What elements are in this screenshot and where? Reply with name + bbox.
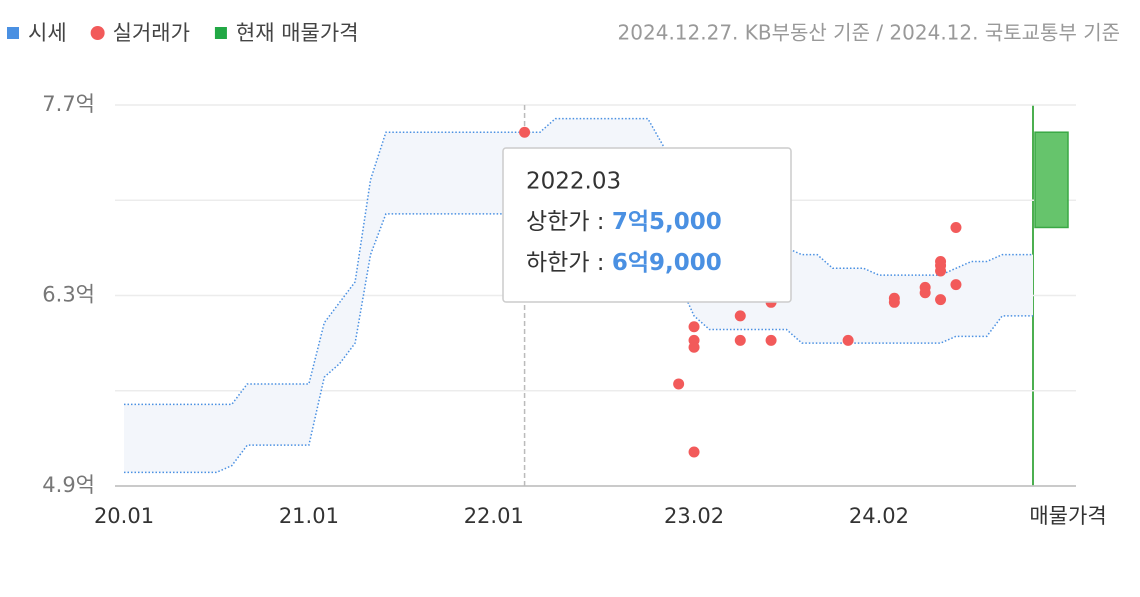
tooltip-value: 7억5,000 [612, 209, 722, 235]
trade-point [935, 265, 947, 277]
legend-marker [90, 26, 105, 40]
tooltip: 2022.03 상한가 : 7억5,000 하한가 : 6억9,000 [502, 147, 792, 303]
x-tick-label: 23.02 [664, 504, 724, 528]
trade-point [734, 334, 746, 346]
tooltip-row: 하한가 : 6억9,000 [526, 250, 722, 276]
y-tick-label: 6.3억 [42, 283, 95, 307]
listing-bar [1034, 131, 1069, 229]
tooltip-title: 2022.03 [526, 169, 621, 195]
legend-label: 실거래가 [113, 21, 190, 45]
legend-marker [214, 27, 227, 39]
tooltip-box [502, 147, 792, 303]
x-tick-label: 21.01 [279, 504, 339, 528]
tooltip-separator: : [589, 250, 611, 276]
trade-point [919, 287, 931, 299]
tooltip-name: 하한가 [526, 250, 589, 276]
legend-label: 현재 매물가격 [236, 21, 359, 45]
y-tick-label: 4.9억 [42, 473, 95, 497]
trade-point [950, 279, 962, 291]
tooltip-separator: : [589, 209, 611, 235]
trade-point [519, 126, 531, 138]
tooltip-value: 6억9,000 [612, 250, 722, 276]
trade-point [734, 310, 746, 322]
x-tick-label: 20.01 [94, 504, 154, 528]
trade-point [935, 294, 947, 306]
trade-point [688, 446, 700, 458]
y-tick-label: 7.7억 [42, 92, 95, 116]
trade-point [950, 221, 962, 233]
x-tick-label: 22.01 [464, 504, 524, 528]
source-note: 2024.12.27. KB부동산 기준 / 2024.12. 국토교통부 기준 [618, 21, 1120, 45]
trade-point [888, 296, 900, 308]
tooltip-name: 상한가 [526, 209, 589, 235]
legend-label: 시세 [28, 21, 67, 45]
x-tick-label: 24.02 [849, 504, 909, 528]
trade-point [688, 321, 700, 333]
upper-line [124, 117, 1033, 406]
x-tick-label: 매물가격 [1029, 504, 1106, 528]
tooltip-row: 상한가 : 7억5,000 [526, 209, 722, 235]
legend-marker [7, 27, 19, 39]
trade-point [765, 334, 777, 346]
trade-point [842, 334, 854, 346]
trade-point [688, 341, 700, 353]
trade-point [673, 378, 685, 390]
